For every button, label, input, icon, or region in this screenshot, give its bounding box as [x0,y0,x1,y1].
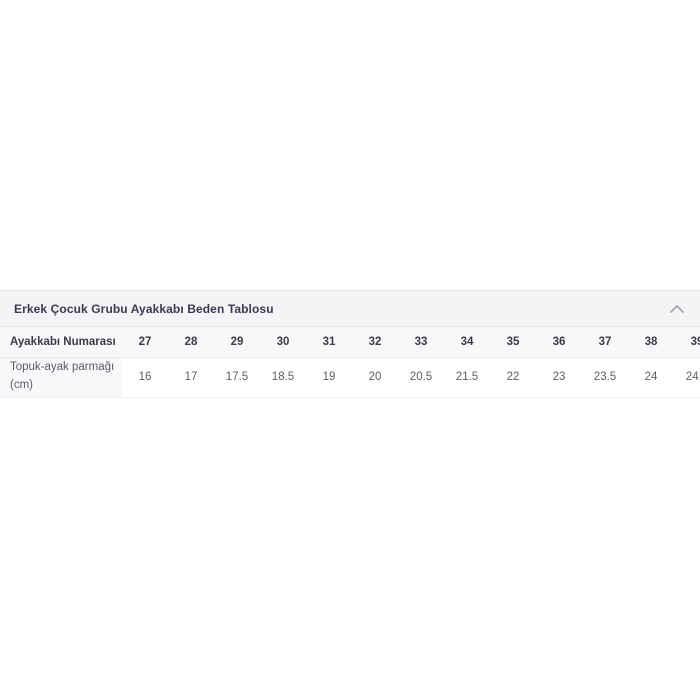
measurement-value-cell: 17 [184,371,198,383]
measurement-value-cell: 21.5 [455,371,479,383]
panel-title: Erkek Çocuk Grubu Ayakkabı Beden Tablosu [14,301,274,316]
measurement-value-cell: 24.5 [685,371,700,383]
measurement-value-cell: 23.5 [593,371,617,383]
size-cell: 32 [368,335,382,348]
size-header-row: Ayakkabı Numarası 27 28 29 30 31 32 33 3… [0,327,700,357]
measurement-row: Topuk-ayak parmağı (cm) 16 17 17.5 18.5 … [0,357,700,397]
size-table: Ayakkabı Numarası 27 28 29 30 31 32 33 3… [0,327,700,398]
measurement-label-line2: (cm) [10,379,33,391]
size-cell: 30 [276,335,290,348]
size-cell: 28 [184,335,198,348]
measurement-value-cell: 24 [644,371,658,383]
measurement-value-cell: 20.5 [409,371,433,383]
measurement-label-cell: Topuk-ayak parmağı (cm) [0,357,122,397]
size-table-panel: Erkek Çocuk Grubu Ayakkabı Beden Tablosu [0,290,700,398]
size-table-accordion-header[interactable]: Erkek Çocuk Grubu Ayakkabı Beden Tablosu [0,291,700,327]
size-cell: 35 [506,335,520,348]
measurement-value-cell: 18.5 [271,371,295,383]
size-cell: 29 [230,335,244,348]
measurement-value-cell: 20 [368,371,382,383]
measurement-value-cell: 16 [138,371,152,383]
measurement-value-cell: 22 [506,371,520,383]
size-cell: 37 [598,335,612,348]
size-header-label-cell: Ayakkabı Numarası [10,335,116,348]
size-cell: 27 [138,335,152,348]
size-cell: 33 [414,335,428,348]
size-cell: 36 [552,335,566,348]
size-cell: 31 [322,335,336,348]
size-cell: 38 [644,335,658,348]
measurement-value-cell: 19 [322,371,336,383]
size-cell: 39 [690,335,700,348]
size-table-scroll-area[interactable]: Ayakkabı Numarası 27 28 29 30 31 32 33 3… [0,327,700,398]
chevron-up-icon[interactable] [669,304,685,314]
measurement-label-line1: Topuk-ayak parmağı [10,361,115,374]
size-cell: 34 [460,335,474,348]
measurement-value-cell: 23 [552,371,566,383]
measurement-value-cell: 17.5 [225,371,249,383]
